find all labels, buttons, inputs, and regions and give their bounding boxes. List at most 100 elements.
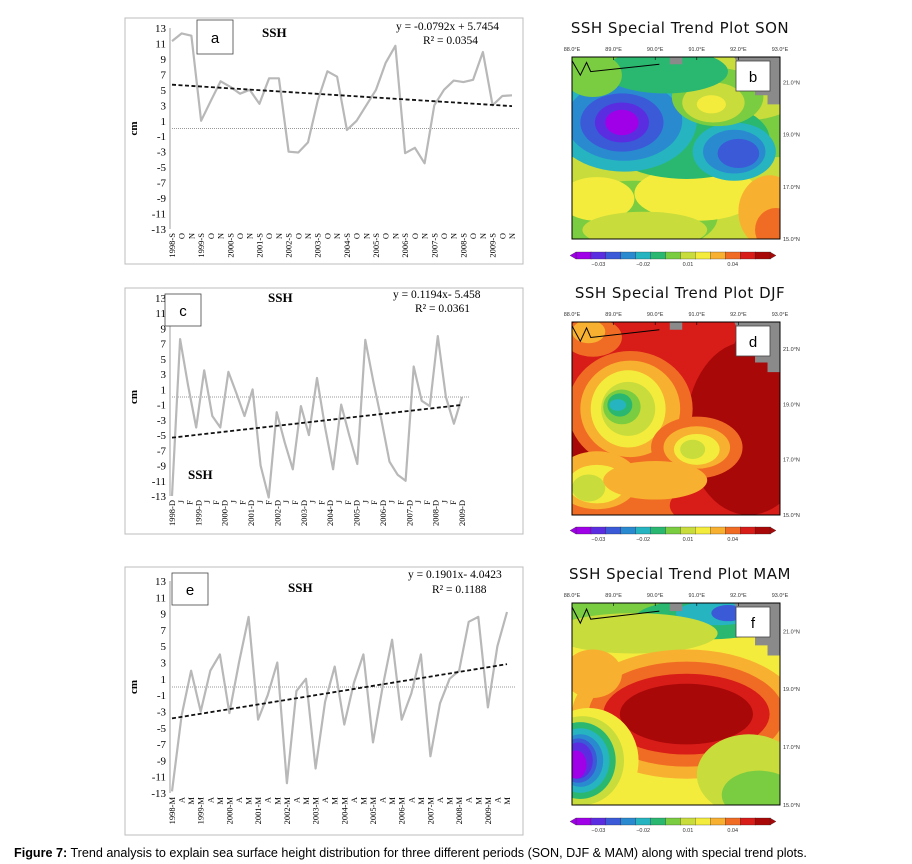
x-tick-label: F xyxy=(185,500,195,505)
colorbar-max-arrow xyxy=(769,817,777,826)
map-frame xyxy=(571,602,781,806)
colorbar-segment xyxy=(725,817,741,826)
panel-label: e xyxy=(186,582,194,599)
colorbar-segment xyxy=(740,251,756,260)
y-tick-label: 9 xyxy=(161,54,167,66)
colorbar-segment xyxy=(635,251,652,260)
x-tick-label: M xyxy=(358,797,368,805)
contour-field xyxy=(572,322,780,515)
series-inline-label: SSH xyxy=(188,467,213,482)
colorbar-segment xyxy=(695,251,711,260)
panel-label: d xyxy=(749,334,757,351)
colorbar-segment xyxy=(605,526,622,535)
x-tick-label: 2000-M xyxy=(224,797,234,825)
x-tick-label: O xyxy=(497,233,507,239)
colorbar-tick-label: 0.04 xyxy=(727,828,738,834)
x-tick-label: O xyxy=(381,233,391,239)
y-tick-label: -1 xyxy=(157,131,166,143)
contour-map-panel-d: SSH Special Trend Plot DJF 88.0°E 89.0°E 90… xyxy=(564,284,800,543)
colorbar-segment xyxy=(665,526,682,535)
colorbar-segment xyxy=(575,251,592,260)
y-tick-label: 5 xyxy=(161,354,167,366)
coastline xyxy=(572,325,660,343)
x-tick-label: O xyxy=(177,233,187,239)
chart-title: SSH xyxy=(268,290,293,305)
x-tick-label: F xyxy=(264,500,274,505)
x-tick-label: N xyxy=(361,233,371,239)
contour-band xyxy=(603,460,708,500)
y-tick-label: 5 xyxy=(161,641,167,653)
x-tick-label: F xyxy=(343,500,353,505)
y-tick-label: 3 xyxy=(161,658,167,670)
x-tick-label: F xyxy=(422,500,432,505)
colorbar-segment xyxy=(725,251,741,260)
contour-map-panel-f: SSH Special Trend Plot MAM 88.0°E 89.0°E 90… xyxy=(564,565,800,834)
contour-band xyxy=(609,399,627,411)
x-tick-label: J xyxy=(387,499,397,503)
x-tick-label: F xyxy=(369,500,379,505)
lon-tick-label: 93.0°E xyxy=(772,312,789,318)
line-chart-panel-c: 131197531-1-3-5-7-9-11-13cm1998-DJF1999-… xyxy=(124,287,524,535)
x-tick-label: F xyxy=(237,500,247,505)
x-tick-label: 2006-M xyxy=(397,797,407,825)
y-tick-label: -5 xyxy=(157,430,167,442)
map-title: SSH Special Trend Plot DJF xyxy=(575,284,785,302)
panel-label: f xyxy=(751,615,756,632)
x-tick-label: A xyxy=(349,796,359,803)
x-tick-label: M xyxy=(445,797,455,805)
x-tick-label: 2009-S xyxy=(488,233,498,258)
panel-label-box xyxy=(164,293,202,327)
y-tick-label: 5 xyxy=(161,85,167,97)
y-tick-label: 7 xyxy=(161,339,167,351)
colorbar-segment xyxy=(740,526,756,535)
x-tick-label: 2003-M xyxy=(311,797,321,825)
x-tick-label: O xyxy=(468,233,478,239)
x-tick-label: O xyxy=(293,233,303,239)
colorbar-segment xyxy=(650,251,667,260)
y-tick-label: -3 xyxy=(157,415,167,427)
x-tick-label: 1998-M xyxy=(167,797,177,825)
x-tick-label: 2004-S xyxy=(342,233,352,258)
contour-band xyxy=(680,439,706,460)
r-squared: R² = 0.0354 xyxy=(423,35,478,47)
lat-tick-label: 15.0°N xyxy=(783,803,800,809)
colorbar-tick-label: −0.03 xyxy=(591,537,605,543)
contour-band xyxy=(696,95,726,114)
colorbar-segment xyxy=(754,251,771,260)
y-tick-label: 7 xyxy=(161,625,167,637)
map-title: SSH Special Trend Plot SON xyxy=(571,19,789,37)
y-tick-label: 9 xyxy=(161,323,167,335)
y-tick-label: -7 xyxy=(157,739,167,751)
contour-band xyxy=(572,750,587,779)
colorbar-segment xyxy=(665,817,682,826)
lon-tick-label: 91.0°E xyxy=(689,47,706,53)
colorbar-segment xyxy=(620,817,637,826)
contour-band xyxy=(582,211,708,239)
x-tick-label: A xyxy=(205,796,215,803)
x-tick-label: N xyxy=(332,233,342,239)
x-tick-label: 2007-D xyxy=(404,500,414,526)
x-tick-label: A xyxy=(291,796,301,803)
x-tick-label: A xyxy=(464,796,474,803)
trend-equation: y = 0.1194x- 5.458 xyxy=(393,289,481,301)
panel-label: b xyxy=(749,69,757,86)
x-tick-label: 2008-D xyxy=(431,500,441,526)
y-tick-label: -11 xyxy=(152,476,166,488)
y-tick-label: 13 xyxy=(155,576,167,588)
x-tick-label: 1998-S xyxy=(167,233,177,258)
y-tick-label: -11 xyxy=(152,772,166,784)
x-tick-label: F xyxy=(316,500,326,505)
x-tick-label: J xyxy=(334,499,344,503)
panel-label-box xyxy=(735,606,771,638)
colorbar-tick-label: −0.02 xyxy=(636,828,650,834)
panel-label-box xyxy=(196,19,234,55)
colorbar-segment xyxy=(650,526,667,535)
colorbar-segment xyxy=(680,817,697,826)
x-tick-label: 2001-D xyxy=(246,500,256,526)
colorbar-max-arrow xyxy=(769,526,777,535)
y-tick-label: -11 xyxy=(152,209,166,221)
panel-label-box xyxy=(171,572,209,606)
lon-tick-label: 93.0°E xyxy=(772,47,789,53)
colorbar-segment xyxy=(710,251,726,260)
